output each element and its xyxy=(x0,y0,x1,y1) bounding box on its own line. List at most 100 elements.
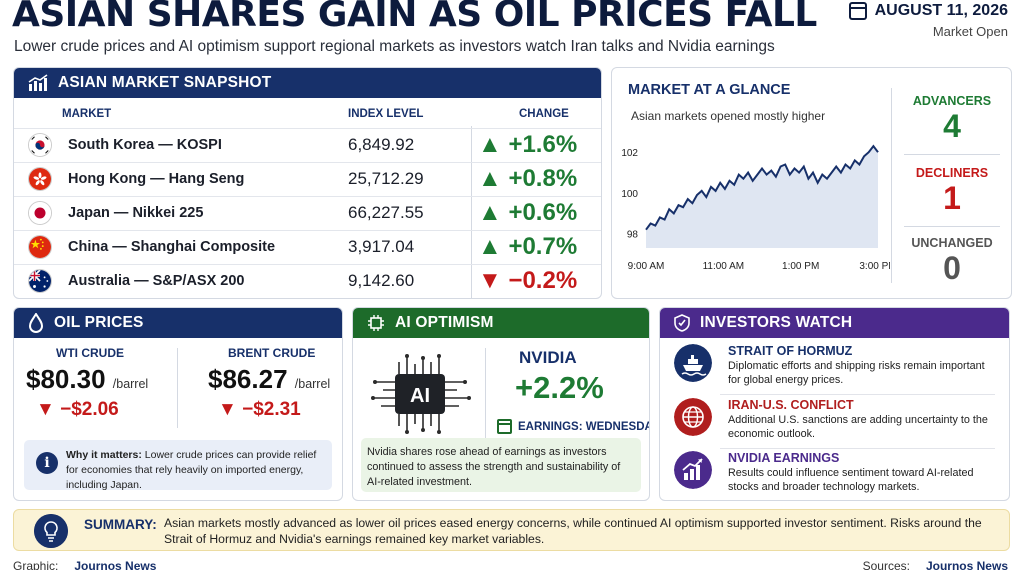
earnings-text: EARNINGS: WEDNESDAY xyxy=(518,420,650,433)
market-name: South Korea — KOSPI xyxy=(68,137,222,153)
china-flag-icon xyxy=(28,235,52,259)
change-value: ▼ −0.2% xyxy=(478,267,578,294)
stat-divider xyxy=(904,154,1000,155)
watch-item: NVIDIA EARNINGS Results could influence … xyxy=(660,451,1009,500)
footer-graphic: Graphic: Journos News xyxy=(13,559,156,570)
watch-item-text: Diplomatic efforts and shipping risks re… xyxy=(728,360,985,386)
info-icon: i xyxy=(36,452,58,474)
x-tick-label: 11:00 AM xyxy=(703,261,745,272)
wti-block: WTI CRUDE $80.30 /barrel ▼ −$2.06 xyxy=(26,346,186,421)
table-row: Australia — S&P/ASX 200 9,142.60 ▼ −0.2% xyxy=(14,264,601,297)
advancers-count: 4 xyxy=(943,108,961,144)
wti-label: WTI CRUDE xyxy=(56,346,124,360)
sources-credit: Journos News xyxy=(925,559,1008,570)
col-index-level: INDEX LEVEL xyxy=(348,108,424,120)
brent-block: BRENT CRUDE $86.27 /barrel ▼ −$2.31 xyxy=(198,346,342,421)
earnings-date: EARNINGS: WEDNESDAY xyxy=(497,419,650,434)
change-value: ▲ +0.6% xyxy=(478,199,578,226)
index-level: 66,227.55 xyxy=(348,203,424,222)
graphic-label: Graphic: xyxy=(13,559,59,570)
glance-title: MARKET AT A GLANCE xyxy=(628,82,791,98)
market-status: Market Open xyxy=(932,24,1008,39)
unchanged-label: UNCHANGED xyxy=(911,236,993,250)
hong-kong-flag-icon xyxy=(28,167,52,191)
oil-title: OIL PRICES xyxy=(54,314,144,331)
wti-price: $80.30 xyxy=(26,364,106,394)
oil-divider xyxy=(177,348,178,428)
date-text: AUGUST 11, 2026 xyxy=(874,2,1008,19)
y-tick-label: 102 xyxy=(621,148,638,159)
snapshot-title: ASIAN MARKET SNAPSHOT xyxy=(58,74,272,91)
brent-change: ▼ −$2.31 xyxy=(218,399,301,420)
index-level: 25,712.29 xyxy=(348,169,424,188)
x-tick-label: 9:00 AM xyxy=(628,261,665,272)
watch-item: STRAIT OF HORMUZ Diplomatic efforts and … xyxy=(660,344,1009,396)
watch-item-text: Results could influence sentiment toward… xyxy=(728,467,974,493)
col-change: CHANGE xyxy=(519,108,569,120)
ai-optimism-panel: AI OPTIMISM AI NVIDIA +2.2% EARNINGS: WE… xyxy=(352,307,650,501)
wti-price-line: $80.30 /barrel xyxy=(26,364,186,395)
table-row: Japan — Nikkei 225 66,227.55 ▲ +0.6% xyxy=(14,196,601,229)
watch-item-title: IRAN-U.S. CONFLICT xyxy=(728,398,854,412)
page-title: ASIAN SHARES GAIN AS OIL PRICES FALL xyxy=(12,0,817,35)
oil-drop-icon xyxy=(28,313,44,333)
bar-chart-icon xyxy=(28,74,48,91)
stat-divider xyxy=(904,226,1000,227)
ai-header: AI OPTIMISM xyxy=(353,308,649,338)
up-arrow-icon: ▲ xyxy=(478,131,502,158)
investors-watch-panel: INVESTORS WATCH STRAIT OF HORMUZ Diploma… xyxy=(659,307,1010,501)
intraday-chart: 98 100 102 9:00 AM 11:00 AM 1:00 PM 3:00 PM xyxy=(621,144,890,272)
market-name: Australia — S&P/ASX 200 xyxy=(68,273,245,289)
oil-prices-panel: OIL PRICES WTI CRUDE $80.30 /barrel ▼ −$… xyxy=(13,307,343,501)
chip-label: AI xyxy=(410,385,430,407)
up-arrow-icon: ▲ xyxy=(478,199,502,226)
globe-icon xyxy=(674,398,712,436)
column-divider xyxy=(471,126,472,298)
down-arrow-icon: ▼ xyxy=(36,399,55,420)
table-row: South Korea — KOSPI 6,849.92 ▲ +1.6% xyxy=(14,128,601,161)
decliners-label: DECLINERS xyxy=(915,166,989,180)
ai-divider xyxy=(485,348,486,446)
ai-note: Nvidia shares rose ahead of earnings as … xyxy=(361,438,641,492)
calendar-icon xyxy=(497,419,512,434)
decliners-count: 1 xyxy=(943,180,961,216)
company-change: +2.2% xyxy=(515,370,604,405)
date-display: AUGUST 11, 2026 xyxy=(848,2,1008,20)
chart-series-line xyxy=(645,144,879,231)
market-name: Japan — Nikkei 225 xyxy=(68,205,204,221)
japan-flag-icon xyxy=(28,201,52,225)
watch-divider xyxy=(720,448,995,449)
brent-price: $86.27 xyxy=(208,364,288,394)
shield-icon xyxy=(674,314,690,332)
index-level: 6,849.92 xyxy=(348,135,415,154)
index-level: 9,142.60 xyxy=(348,271,415,290)
brent-unit: /barrel xyxy=(294,377,331,391)
chip-icon xyxy=(368,315,384,331)
lightbulb-icon xyxy=(34,514,68,548)
down-arrow-icon: ▼ xyxy=(478,267,502,294)
ai-title: AI OPTIMISM xyxy=(395,314,494,331)
y-tick-label: 100 xyxy=(621,189,638,200)
chart-area-fill xyxy=(646,146,878,248)
footer-sources: Sources: Journos News xyxy=(863,559,1008,570)
sources-label: Sources: xyxy=(862,559,910,570)
market-glance-panel: MARKET AT A GLANCE Asian markets opened … xyxy=(611,67,1012,299)
growth-chart-icon xyxy=(674,451,712,489)
summary-text: Asian markets mostly advanced as lower o… xyxy=(164,516,982,546)
unchanged-count: 0 xyxy=(943,250,961,286)
watch-header: INVESTORS WATCH xyxy=(660,308,1009,338)
summary-bar: SUMMARY: Asian markets mostly advanced a… xyxy=(13,509,1010,551)
y-tick-label: 98 xyxy=(627,230,639,241)
ship-icon xyxy=(674,344,712,382)
glance-subtitle: Asian markets opened mostly higher xyxy=(631,109,826,123)
oil-note-lead: Why it matters: xyxy=(66,449,142,461)
glance-divider xyxy=(891,88,892,283)
calendar-icon xyxy=(848,2,867,20)
oil-note: i Why it matters: Lower crude prices can… xyxy=(24,440,332,491)
market-snapshot-panel: ASIAN MARKET SNAPSHOT MARKET INDEX LEVEL… xyxy=(13,67,602,299)
page-subtitle: Lower crude prices and AI optimism suppo… xyxy=(14,38,775,55)
company-name: NVIDIA xyxy=(519,348,577,367)
ai-chip-icon: AI xyxy=(371,354,471,434)
south-korea-flag-icon xyxy=(28,133,52,157)
brent-label: BRENT CRUDE xyxy=(228,346,316,360)
